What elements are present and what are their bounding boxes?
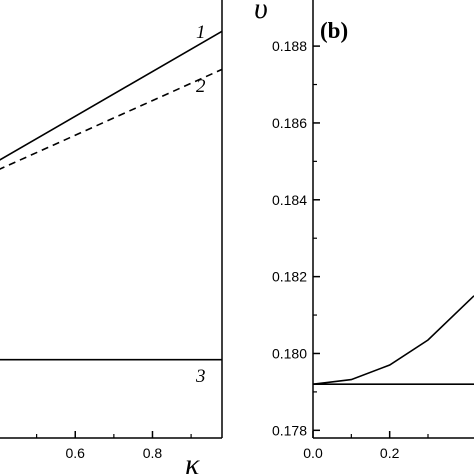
panel-b-label: (b) bbox=[320, 18, 348, 43]
panel-b-x-ticks: 0.0 0.2 bbox=[303, 431, 429, 461]
panel-b-series-line-1 bbox=[312, 295, 474, 385]
panel-b-y-tick-label: 0.180 bbox=[272, 345, 307, 361]
panel-b-y-tick-label: 0.188 bbox=[272, 38, 307, 54]
panel-b-y-tick-label: 0.178 bbox=[272, 422, 307, 438]
curve-label-1: 1 bbox=[196, 22, 206, 43]
panel-b-y-tick-label: 0.184 bbox=[272, 192, 307, 208]
panel-a-x-ticks: 0.6 0.8 bbox=[36, 431, 192, 461]
panel-a-series-line-1 bbox=[0, 30, 223, 161]
panel-a: 0.6 0.8 1 2 3 κ bbox=[0, 0, 223, 474]
curve-label-2: 2 bbox=[196, 76, 206, 97]
panel-a-series-line-2 bbox=[0, 68, 223, 170]
panel-b-series bbox=[312, 295, 474, 385]
panel-b-y-tick-label: 0.182 bbox=[272, 269, 307, 285]
panel-b-y-axis-title: υ bbox=[254, 0, 268, 25]
panel-a-x-tick-label: 0.6 bbox=[66, 445, 86, 461]
curve-label-3: 3 bbox=[195, 366, 206, 387]
panel-a-x-tick-label: 0.8 bbox=[143, 445, 163, 461]
panel-b-y-ticks: 0.178 0.180 0.182 0.184 0.186 0.188 bbox=[272, 38, 320, 438]
panel-b-x-tick-label: 0.0 bbox=[303, 445, 323, 461]
panel-b-x-tick-label: 0.2 bbox=[380, 445, 400, 461]
panel-a-series bbox=[0, 30, 223, 361]
panel-a-x-axis-title: κ bbox=[185, 448, 200, 474]
panel-b-y-tick-label: 0.186 bbox=[272, 115, 307, 131]
